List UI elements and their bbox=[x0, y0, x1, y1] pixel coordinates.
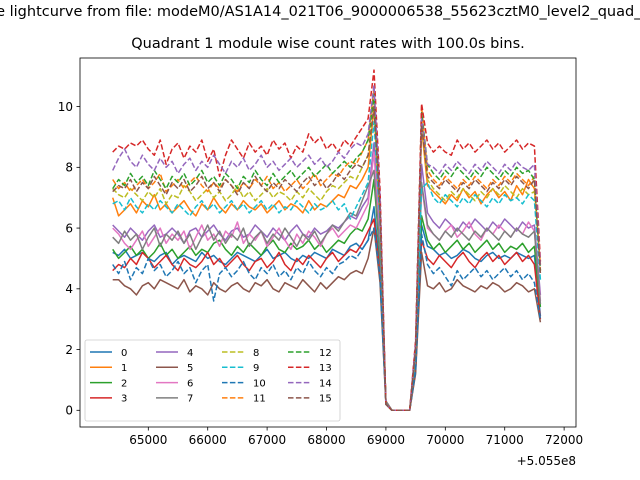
x-offset-label: +5.055e8 bbox=[517, 454, 576, 468]
legend-label-12: 12 bbox=[319, 348, 332, 359]
legend-label-4: 4 bbox=[187, 348, 193, 359]
series-line-14 bbox=[112, 84, 542, 412]
series-layer bbox=[111, 69, 542, 412]
legend-label-15: 15 bbox=[319, 394, 332, 405]
legend-label-0: 0 bbox=[121, 348, 127, 359]
series-line-15 bbox=[112, 105, 542, 412]
legend-label-10: 10 bbox=[253, 378, 266, 389]
series-line-7 bbox=[112, 169, 542, 412]
series-line-5 bbox=[112, 227, 542, 412]
series-line-12 bbox=[112, 93, 542, 412]
legend-label-8: 8 bbox=[253, 348, 259, 359]
chart-title: Quadrant 1 module wise count rates with … bbox=[131, 36, 525, 52]
x-tick-label: 67000 bbox=[248, 433, 286, 447]
legend-label-11: 11 bbox=[253, 394, 266, 405]
y-tick-label: 6 bbox=[65, 221, 73, 235]
x-tick-label: 72000 bbox=[545, 433, 583, 447]
y-axis: 0 2 4 6 8 10 bbox=[58, 100, 80, 418]
x-tick-label: 66000 bbox=[189, 433, 227, 447]
x-tick-label: 65000 bbox=[129, 433, 167, 447]
x-tick-label: 71000 bbox=[486, 433, 524, 447]
series-line-2 bbox=[112, 178, 542, 412]
legend-label-9: 9 bbox=[253, 363, 259, 374]
legend-label-1: 1 bbox=[121, 363, 127, 374]
legend-label-14: 14 bbox=[319, 378, 332, 389]
legend-box bbox=[84, 339, 341, 422]
y-tick-label: 8 bbox=[65, 161, 73, 175]
series-line-11 bbox=[112, 87, 542, 412]
suptitle-text: Orbit wise lightcurve from file: modeM0/… bbox=[0, 4, 640, 20]
legend-label-13: 13 bbox=[319, 363, 332, 374]
x-axis: 65000 66000 67000 68000 69000 70000 71000 72000 bbox=[129, 427, 583, 447]
series-line-10 bbox=[112, 227, 542, 412]
x-tick-label: 70000 bbox=[426, 433, 464, 447]
legend-label-6: 6 bbox=[187, 378, 193, 389]
y-tick-label: 0 bbox=[65, 404, 73, 418]
series-line-8 bbox=[112, 99, 542, 412]
legend-label-5: 5 bbox=[187, 363, 193, 374]
legend-label-7: 7 bbox=[187, 394, 193, 405]
series-line-1 bbox=[111, 105, 542, 412]
legend-label-2: 2 bbox=[121, 378, 127, 389]
figure-suptitle: Orbit wise lightcurve from file: modeM0/… bbox=[0, 4, 640, 24]
series-line-3 bbox=[112, 218, 542, 412]
y-tick-label: 2 bbox=[65, 343, 73, 357]
y-tick-label: 10 bbox=[58, 100, 73, 114]
x-tick-label: 68000 bbox=[307, 433, 345, 447]
y-tick-label: 4 bbox=[65, 282, 73, 296]
x-tick-label: 69000 bbox=[367, 433, 405, 447]
legend-label-3: 3 bbox=[121, 394, 127, 405]
plot-frame bbox=[79, 57, 577, 428]
